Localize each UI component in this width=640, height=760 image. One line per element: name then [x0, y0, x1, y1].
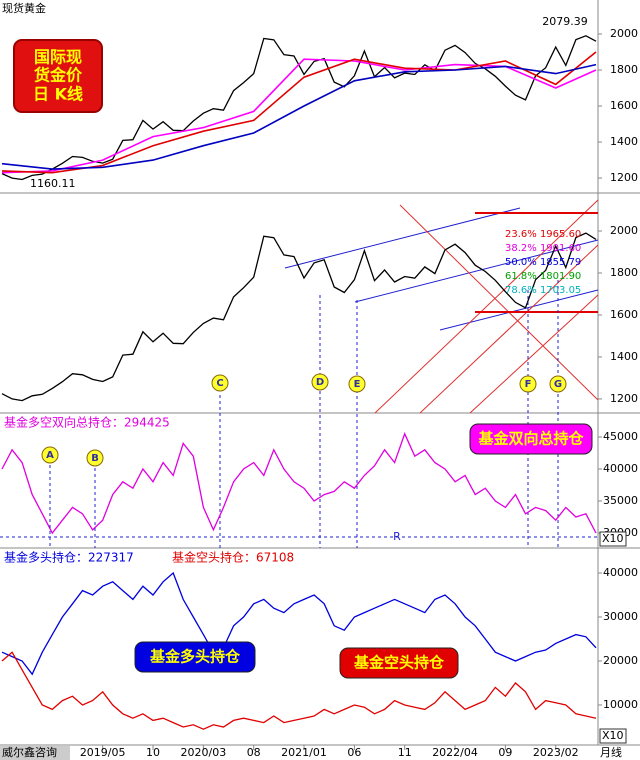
annotation: G [554, 379, 562, 390]
marker-circle [519, 375, 537, 393]
annotation: A [46, 450, 54, 461]
y-tick-label: 1400 [610, 135, 638, 148]
series-line [1, 51, 597, 174]
y-tick-label: 1600 [610, 308, 638, 321]
fib-label: 23.6% 1965.60 [505, 229, 581, 240]
fib-label: 78.6% 1703.05 [505, 285, 581, 296]
scale-box [599, 728, 627, 744]
x-tick-label: 2022/04 [432, 746, 478, 759]
badge-text: 基金双向总持仓 [477, 430, 584, 448]
scale-label: X10 [602, 729, 624, 742]
series-line [1, 232, 597, 402]
legend-entry: 基金多空双向总持仓：294425 [4, 415, 170, 430]
fib-label: 61.8% 1801.90 [505, 271, 581, 282]
annotation: 1160.11 [30, 177, 76, 190]
scale-box [599, 531, 627, 547]
annotation: R [393, 530, 401, 543]
footer: 威尔鑫咨询 [2, 745, 57, 759]
badge-text: 基金多头持仓 [149, 648, 241, 666]
x-unit-label: 月线 [600, 745, 622, 759]
fib-label: 50.0% 1855.79 [505, 257, 581, 268]
annotation: 2079.39 [542, 15, 588, 28]
x-tick-label: 08 [247, 746, 261, 759]
scale-label: X10 [602, 532, 624, 545]
marker-circle [86, 449, 104, 467]
annotation: F [525, 379, 532, 390]
y-tick-label: 1800 [610, 63, 638, 76]
x-tick-label: 2023/02 [533, 746, 579, 759]
series-line [1, 571, 597, 676]
x-tick-label: 06 [347, 746, 361, 759]
badge-line: 国际现 [34, 48, 82, 67]
y-tick-label: 1800 [610, 266, 638, 279]
annotation: D [316, 377, 324, 388]
series-line [1, 63, 597, 170]
footer-bg [0, 746, 70, 760]
y-tick-label: 30000 [603, 610, 638, 623]
badge-line: 日 K线 [33, 85, 83, 104]
badge [134, 641, 256, 673]
marker-circle [211, 374, 229, 392]
y-tick-label: 20000 [603, 654, 638, 667]
y-tick-label: 35000 [603, 494, 638, 507]
annotation: C [216, 378, 223, 389]
y-tick-label: 2000 [610, 27, 638, 40]
y-tick-label: 1200 [610, 392, 638, 405]
y-tick-label: 1200 [610, 171, 638, 184]
x-tick-label: 10 [146, 746, 160, 759]
fib-label: 38.2% 1901.60 [505, 243, 581, 254]
marker-circle [311, 373, 329, 391]
badge-line: 货金价 [34, 66, 83, 85]
badge [339, 647, 459, 679]
marker-circle [348, 375, 366, 393]
x-tick-label: 2021/01 [281, 746, 327, 759]
annotation: E [354, 379, 361, 390]
legend-entry: 基金多头持仓：227317 [4, 550, 134, 565]
chart-title: 现货黄金 [2, 1, 46, 15]
y-tick-label: 2000 [610, 224, 638, 237]
y-tick-label: 1400 [610, 350, 638, 363]
x-tick-label: 11 [398, 746, 412, 759]
marker-circle [41, 446, 59, 464]
badge: 国际现 货金价 日 K线 [13, 39, 103, 113]
legend-entry: 基金空头持仓：67108 [172, 550, 294, 565]
x-tick-label: 2019/05 [80, 746, 126, 759]
badge [469, 423, 593, 455]
x-tick-label: 2020/03 [181, 746, 227, 759]
y-tick-label: 45000 [603, 430, 638, 443]
y-tick-label: 40000 [603, 566, 638, 579]
y-tick-label: 40000 [603, 462, 638, 475]
series-line [1, 651, 597, 730]
marker-circle [549, 375, 567, 393]
y-tick-label: 1600 [610, 99, 638, 112]
annotation: B [91, 453, 99, 464]
y-tick-label: 10000 [603, 698, 638, 711]
series-line [1, 432, 597, 535]
badge-text: 基金空头持仓 [353, 654, 445, 672]
x-tick-label: 09 [498, 746, 512, 759]
